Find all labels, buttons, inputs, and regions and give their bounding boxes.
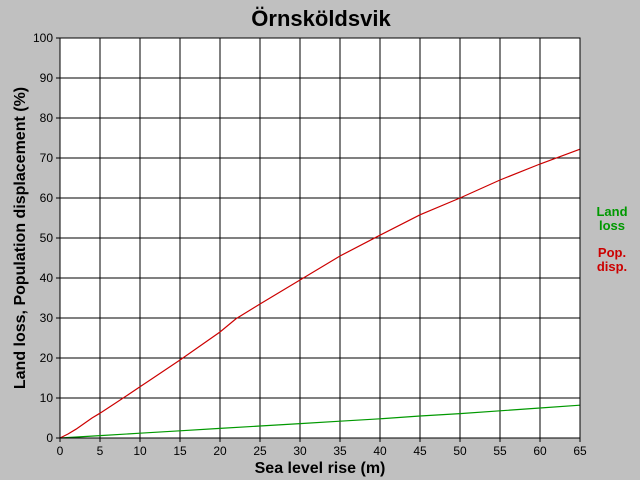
y-tick-label: 50 <box>40 231 54 245</box>
x-tick-label: 25 <box>253 444 267 458</box>
series-lines <box>59 148 581 439</box>
x-tick-label: 40 <box>373 444 387 458</box>
y-tick-label: 80 <box>40 111 54 125</box>
y-axis-label: Land loss, Population displacement (%) <box>12 87 29 389</box>
y-tick-label: 60 <box>40 191 54 205</box>
x-tick-label: 45 <box>413 444 427 458</box>
x-tick-label: 20 <box>213 444 227 458</box>
y-tick-label: 10 <box>40 391 54 405</box>
x-tick-label: 30 <box>293 444 307 458</box>
x-tick-label: 55 <box>493 444 507 458</box>
x-tick-label: 15 <box>173 444 187 458</box>
plot-border <box>59 37 581 439</box>
series-line-2 <box>59 148 581 439</box>
series-line-1 <box>59 404 581 439</box>
x-tick-label: 65 <box>573 444 587 458</box>
legend-entry-1: Land <box>596 204 627 219</box>
legend-entry-2: Pop. <box>598 245 626 260</box>
y-tick-label: 20 <box>40 351 54 365</box>
x-axis-ticks: 0 5 10 15 20 25 30 35 40 45 50 55 60 65 <box>57 438 587 458</box>
y-axis-ticks: 0 10 20 30 40 50 60 70 80 90 100 <box>33 31 60 445</box>
x-tick-label: 0 <box>57 444 64 458</box>
x-axis-label: Sea level rise (m) <box>255 460 386 477</box>
y-tick-label: 100 <box>33 31 53 45</box>
x-tick-label: 35 <box>333 444 347 458</box>
y-tick-label: 70 <box>40 151 54 165</box>
x-tick-label: 10 <box>133 444 147 458</box>
x-tick-label: 5 <box>97 444 104 458</box>
x-tick-label: 50 <box>453 444 467 458</box>
legend-entry-1: loss <box>599 218 625 233</box>
y-tick-label: 30 <box>40 311 54 325</box>
y-tick-label: 40 <box>40 271 54 285</box>
legend-entry-2: disp. <box>597 259 627 274</box>
y-tick-label: 0 <box>46 431 53 445</box>
y-tick-label: 90 <box>40 71 54 85</box>
chart-title: Örnsköldsvik <box>251 6 391 31</box>
x-tick-label: 60 <box>533 444 547 458</box>
